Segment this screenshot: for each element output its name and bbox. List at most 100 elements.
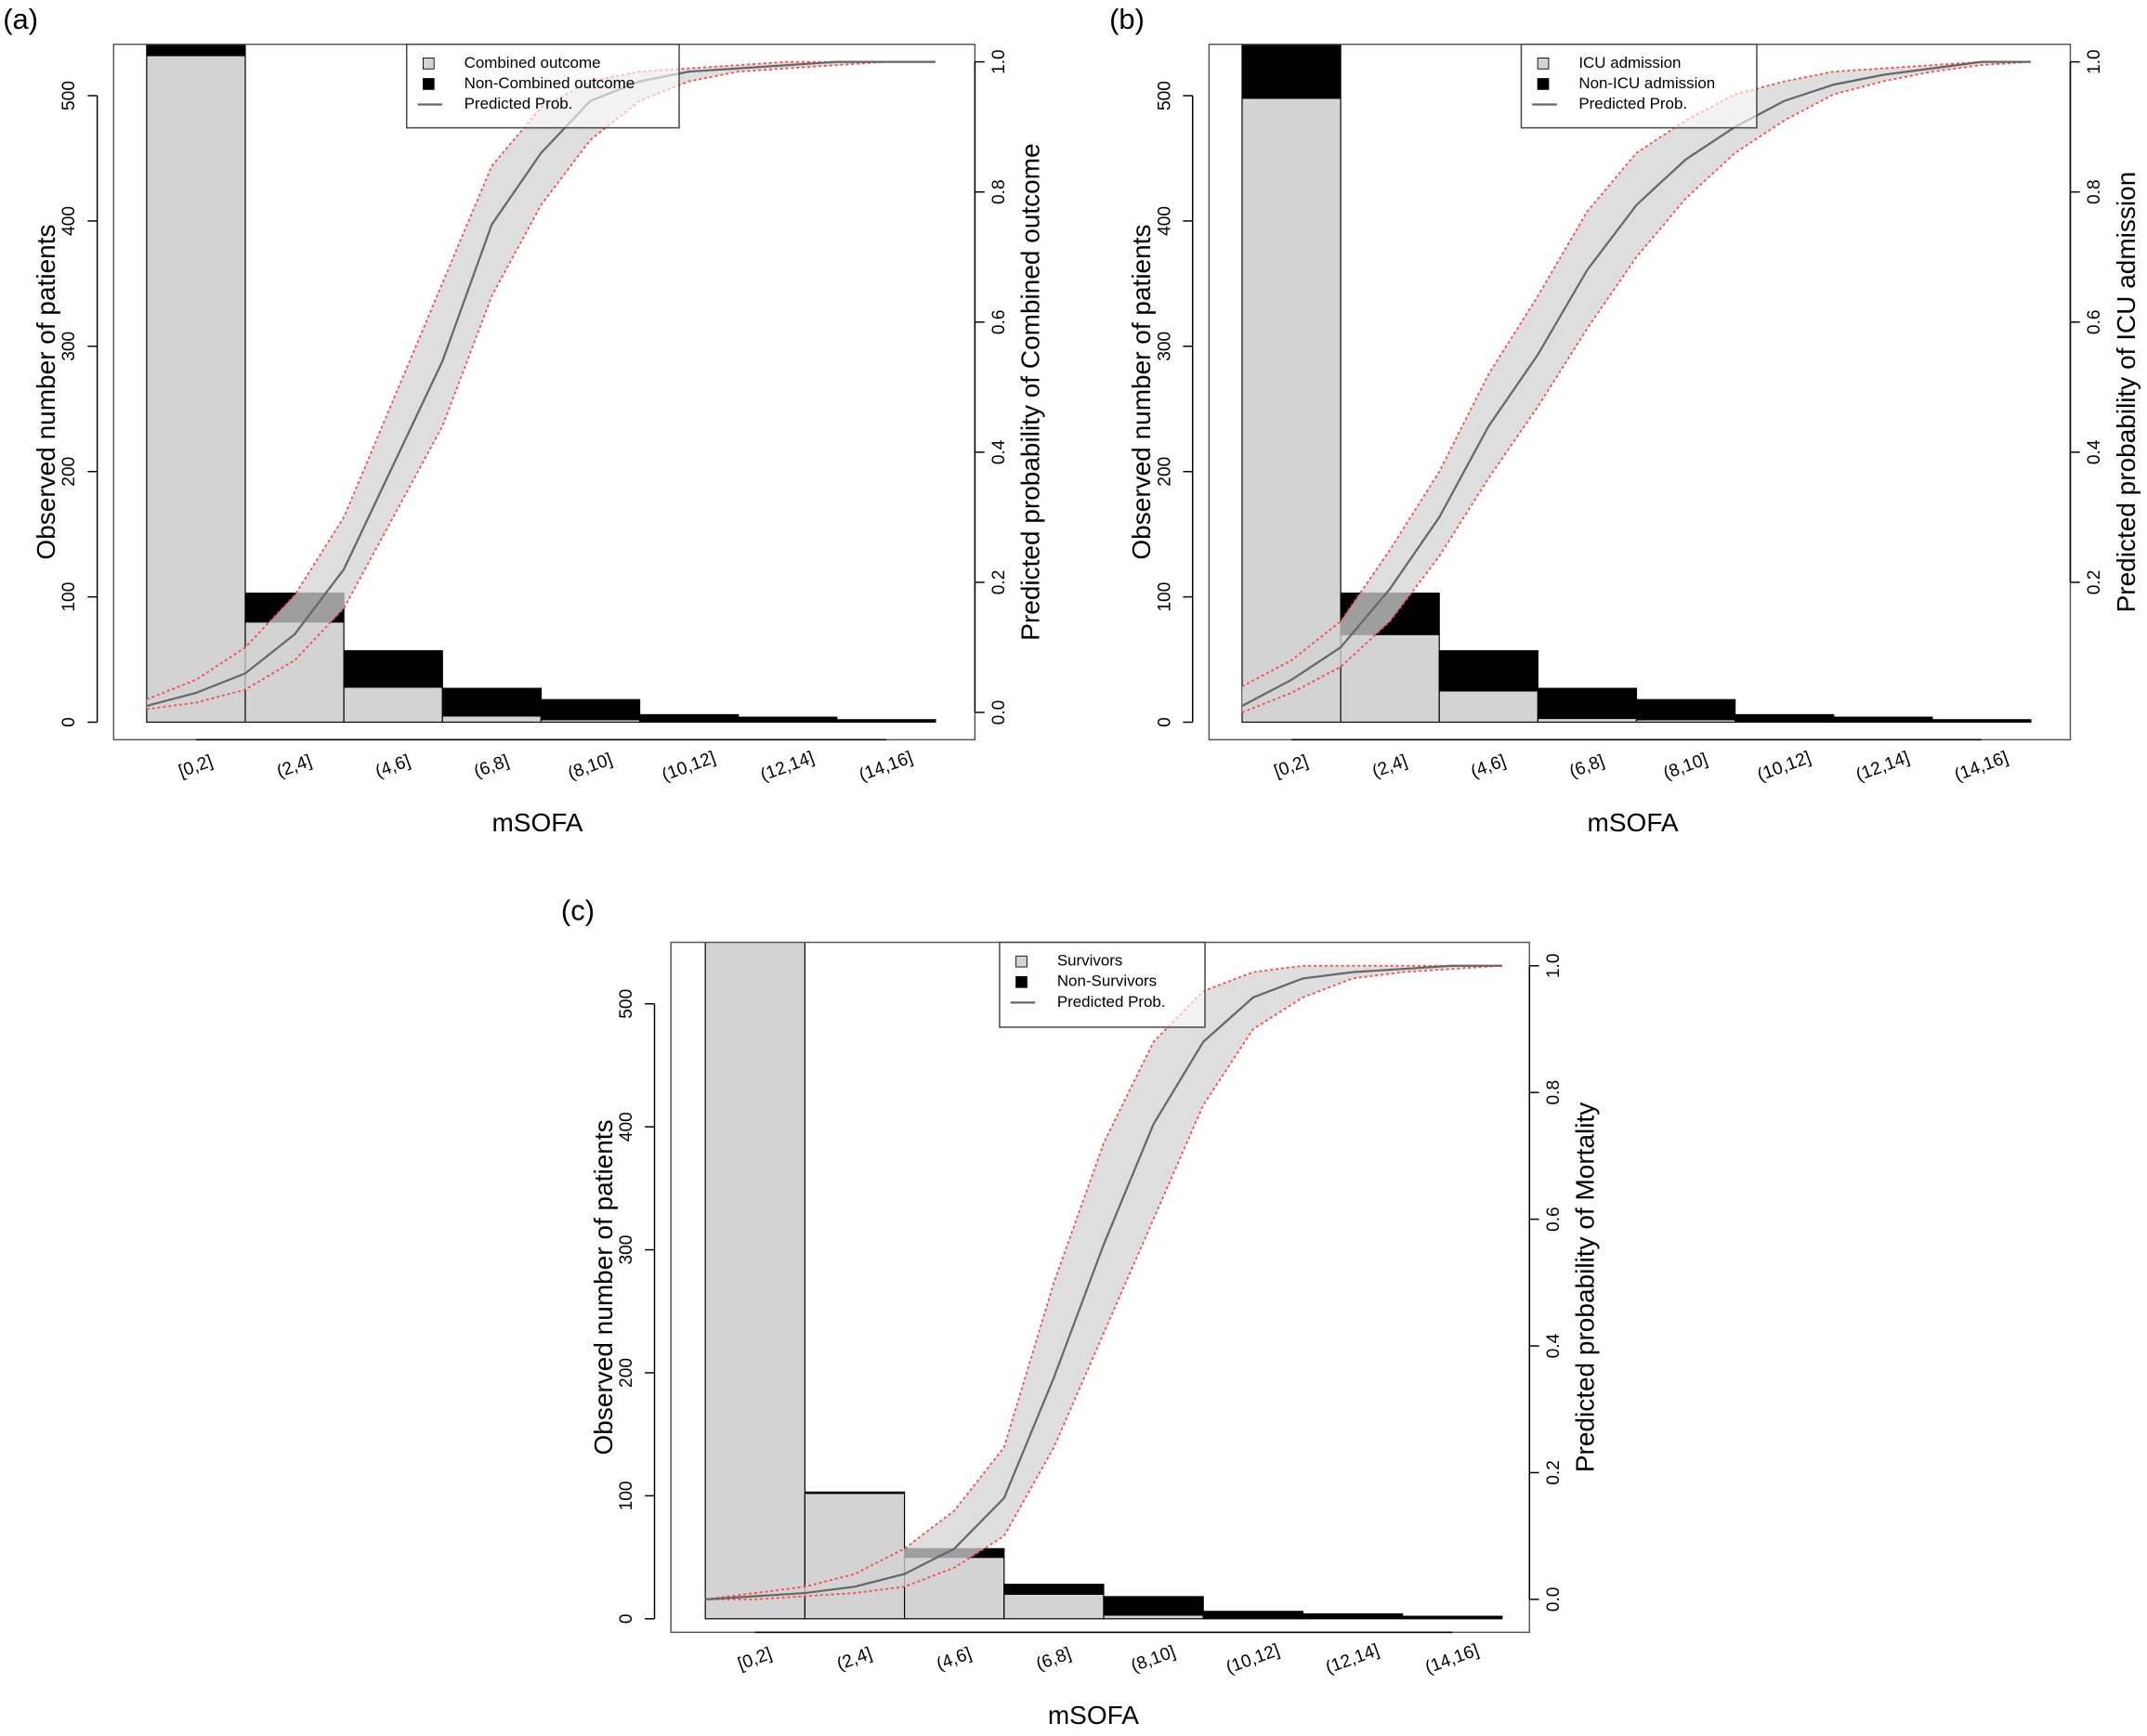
y-tick-label: 100 bbox=[1155, 582, 1174, 612]
panel-label: (b) bbox=[1109, 3, 1145, 35]
legend-swatch bbox=[1015, 975, 1028, 988]
x-tick-label: (4,6] bbox=[934, 1644, 974, 1675]
ci-upper bbox=[705, 964, 1502, 1600]
y-tick-label: 0 bbox=[1155, 717, 1174, 727]
bar-segment bbox=[146, 55, 246, 724]
bar-segment bbox=[441, 687, 542, 717]
y2-tick-label: 0.0 bbox=[989, 700, 1009, 725]
ci-lower bbox=[705, 964, 1502, 1600]
x-tick-label: (2,4] bbox=[1369, 751, 1409, 782]
x-tick-label: [0,2] bbox=[1272, 751, 1311, 781]
x-tick-label: (8,10] bbox=[566, 750, 615, 783]
y2-axis-title: Predicted probability of ICU admission bbox=[2112, 172, 2140, 613]
predicted-line bbox=[146, 60, 936, 708]
legend-label: Non-ICU admission bbox=[1578, 74, 1715, 92]
x-tick-label: (8,10] bbox=[1661, 750, 1710, 783]
y-tick-label: 200 bbox=[1155, 457, 1174, 487]
y2-tick-label: 0.4 bbox=[1544, 1333, 1564, 1358]
bar-segment bbox=[1537, 717, 1638, 724]
y-tick-label: 0 bbox=[59, 717, 79, 727]
ci-upper bbox=[1241, 60, 2032, 687]
bar-segment bbox=[1202, 1611, 1303, 1620]
x-tick-label: (2,4] bbox=[834, 1644, 874, 1675]
y2-tick-label: 0.4 bbox=[2085, 439, 2104, 464]
bar-segment bbox=[1241, 44, 1342, 99]
legend-label: Predicted Prob. bbox=[1057, 993, 1166, 1011]
bar-segment bbox=[540, 698, 641, 721]
predicted-line bbox=[1241, 60, 2032, 707]
y2-tick-label: 0.6 bbox=[989, 309, 1009, 334]
y2-tick-label: 0.4 bbox=[989, 439, 1009, 464]
y-tick-label: 200 bbox=[59, 457, 79, 487]
plot-area bbox=[704, 942, 1503, 1620]
legend-swatch bbox=[422, 78, 435, 90]
x-tick-label: (12,14] bbox=[758, 748, 817, 785]
y2-tick-label: 0.6 bbox=[2085, 309, 2104, 334]
y-tick-label: 400 bbox=[617, 1112, 636, 1142]
bar-segment bbox=[804, 1493, 906, 1620]
bar-segment bbox=[343, 686, 443, 724]
legend-label: Combined outcome bbox=[465, 54, 601, 72]
ci-band bbox=[705, 965, 1502, 1599]
bar-segment bbox=[146, 44, 246, 57]
y2-axis-title: Predicted probability of Combined outcom… bbox=[1016, 143, 1045, 640]
y2-tick-label: 1.0 bbox=[1544, 953, 1564, 978]
y-tick-label: 300 bbox=[1155, 332, 1174, 361]
legend-swatch bbox=[422, 57, 435, 70]
bar-segment bbox=[1537, 687, 1638, 720]
x-axis-title: mSOFA bbox=[1588, 808, 1679, 837]
bar-segment bbox=[1438, 690, 1538, 724]
y-tick-label: 100 bbox=[59, 582, 79, 612]
x-tick-label: [0,2] bbox=[736, 1644, 775, 1674]
bar-segment bbox=[1833, 716, 1933, 724]
y2-axis-title: Predicted probability of Mortality bbox=[1571, 1103, 1600, 1472]
y-tick-label: 500 bbox=[617, 989, 636, 1019]
ci-band bbox=[146, 61, 936, 710]
y-axis-title: Observed number of patients bbox=[589, 1119, 618, 1455]
bar-segment bbox=[704, 942, 805, 1620]
bar-segment bbox=[441, 715, 542, 724]
legend-swatch bbox=[1015, 955, 1028, 968]
bar-segment bbox=[343, 650, 443, 688]
legend-label: Non-Survivors bbox=[1057, 972, 1157, 990]
ci-upper bbox=[146, 60, 936, 700]
x-tick-label: (6,8] bbox=[1567, 751, 1607, 782]
y2-tick-label: 0.2 bbox=[989, 570, 1009, 595]
y-tick-label: 400 bbox=[1155, 206, 1174, 236]
y-tick-label: 100 bbox=[617, 1481, 636, 1510]
legend-label: ICU admission bbox=[1578, 54, 1681, 72]
y2-tick-label: 1.0 bbox=[989, 49, 1009, 74]
legend-box bbox=[1520, 43, 1758, 129]
plot-area bbox=[1241, 44, 2032, 724]
bar-segment bbox=[1003, 1593, 1105, 1620]
y-tick-label: 200 bbox=[617, 1358, 636, 1388]
legend-box bbox=[405, 43, 680, 129]
bar-segment bbox=[1402, 1615, 1503, 1620]
legend-swatch bbox=[1537, 78, 1550, 90]
y2-tick-label: 1.0 bbox=[2085, 49, 2104, 74]
y2-tick-label: 0.6 bbox=[1544, 1207, 1564, 1232]
x-tick-label: (10,12] bbox=[1755, 748, 1813, 785]
x-tick-label: (14,16] bbox=[857, 748, 915, 785]
bar-segment bbox=[1302, 1612, 1404, 1620]
x-tick-label: (2,4] bbox=[274, 751, 314, 782]
plot-area bbox=[146, 44, 936, 724]
ci-lower bbox=[1241, 60, 2032, 713]
ci-band bbox=[1241, 61, 2032, 712]
y-tick-label: 0 bbox=[617, 1613, 636, 1624]
bar-segment bbox=[1241, 98, 1342, 724]
bar-segment bbox=[1103, 1596, 1204, 1616]
x-tick-label: (14,16] bbox=[1952, 748, 2010, 785]
y-tick-label: 300 bbox=[617, 1235, 636, 1265]
x-tick-label: (8,10] bbox=[1129, 1642, 1178, 1676]
y2-tick-label: 0.8 bbox=[989, 179, 1009, 204]
y-axis-title: Observed number of patients bbox=[32, 225, 60, 560]
panel-label: (a) bbox=[3, 3, 38, 35]
bar-segment bbox=[738, 716, 838, 724]
predicted-line bbox=[705, 964, 1502, 1600]
x-tick-label: (4,6] bbox=[373, 751, 412, 782]
bar-segment bbox=[804, 1491, 906, 1495]
x-tick-label: (6,8] bbox=[1034, 1644, 1074, 1675]
y2-tick-label: 0.2 bbox=[2085, 570, 2104, 595]
